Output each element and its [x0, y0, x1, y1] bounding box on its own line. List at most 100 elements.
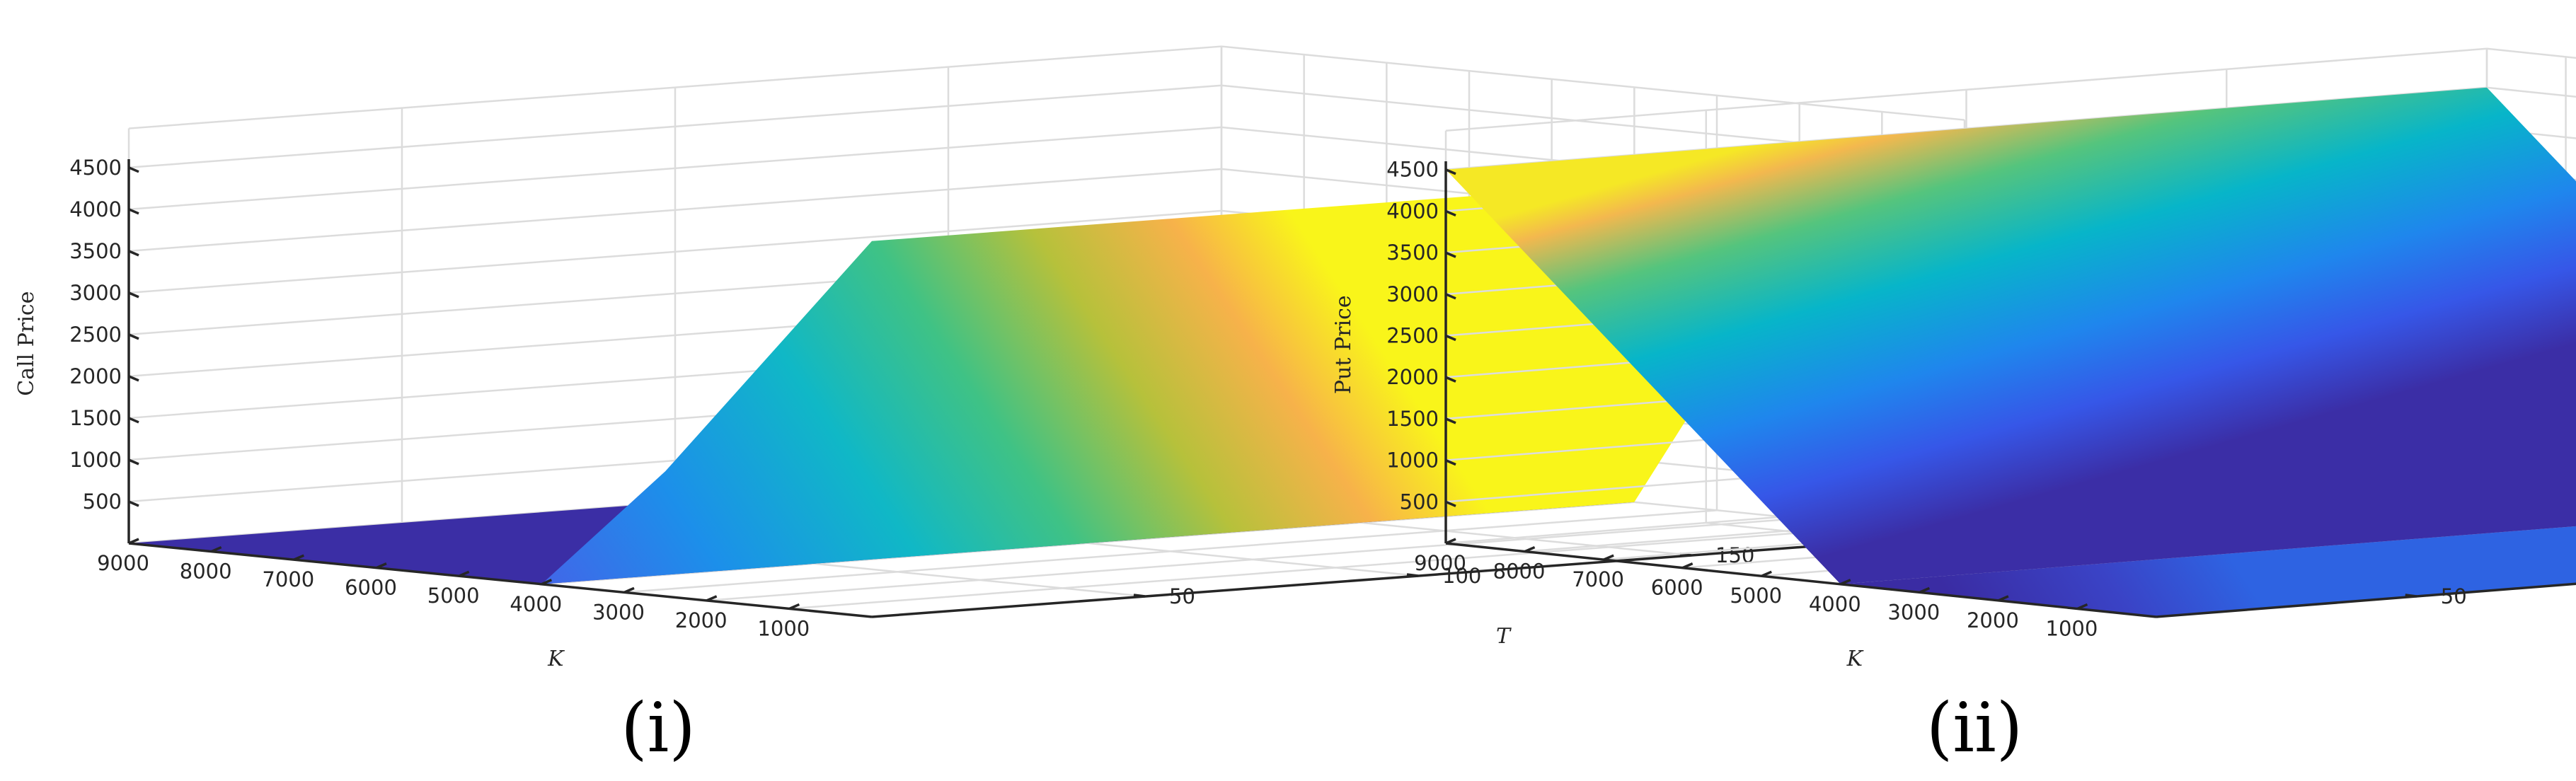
- grid-line: [128, 126, 1222, 211]
- price-surface: [1446, 87, 2576, 617]
- price-tick-label: 1500: [69, 406, 122, 430]
- k-tick-label: 2000: [675, 608, 728, 632]
- k-tick-label: 9000: [1414, 551, 1466, 575]
- price-tick: [1445, 251, 1456, 258]
- price-tick: [128, 500, 139, 507]
- price-tick: [1445, 334, 1456, 342]
- t-tick-label: 100: [1442, 564, 1481, 588]
- price-tick-label: 4500: [69, 156, 122, 180]
- k-axis-line: [1445, 542, 2157, 618]
- price-tick: [1445, 168, 1456, 175]
- price-tick-label: 2500: [1386, 324, 1439, 348]
- price-tick: [128, 333, 139, 340]
- k-tick-label: 9000: [97, 551, 149, 575]
- t-tick: [1406, 573, 1419, 577]
- k-tick-label: 1000: [757, 616, 810, 640]
- k-tick: [2076, 603, 2088, 611]
- grid-line: [1445, 47, 2488, 132]
- t-axis-line: [2156, 582, 2576, 618]
- t-axis-title: T: [1496, 624, 1512, 649]
- price-tick-label: 2000: [69, 364, 122, 388]
- price-axis-title: Put Price: [1331, 295, 1356, 394]
- k-tick-label: 3000: [592, 600, 645, 624]
- k-tick-label: 4000: [1809, 592, 1861, 616]
- k-tick: [706, 595, 718, 602]
- price-tick-label: 4500: [1386, 158, 1439, 182]
- price-tick-label: 3500: [69, 239, 122, 263]
- k-tick: [1603, 554, 1614, 561]
- axes: 9000 8000 7000 6000 5000 4000 3000 2000 1000 50 10…: [14, 156, 2028, 671]
- axes: 9000 8000 7000 6000 5000 4000 3000 2000 1000 50 10…: [1331, 158, 2576, 671]
- grid-line: [128, 45, 1222, 129]
- panel-caption: (ii): [1926, 688, 2023, 768]
- k-tick-label: 7000: [1572, 567, 1624, 591]
- surface-flat-region: [1840, 526, 2576, 617]
- t-tick: [1133, 594, 1146, 598]
- k-tick: [376, 562, 387, 569]
- price-tick-label: 500: [1400, 490, 1439, 514]
- k-tick: [1998, 595, 2009, 602]
- grid-line: [128, 209, 1222, 294]
- price-tick: [1445, 293, 1456, 300]
- k-tick: [1524, 545, 1536, 553]
- price-tick: [1445, 417, 1456, 424]
- price-tick: [1445, 459, 1456, 466]
- price-tick: [128, 250, 139, 257]
- t-tick: [2405, 594, 2417, 598]
- price-tick: [1445, 500, 1456, 507]
- price-axis-title: Call Price: [14, 291, 39, 396]
- k-tick-label: 7000: [262, 567, 314, 591]
- price-tick-label: 2000: [1386, 365, 1439, 389]
- t-tick-label: 50: [2441, 584, 2467, 608]
- price-tick: [128, 208, 139, 215]
- price-tick: [128, 375, 139, 382]
- k-tick-label: 2000: [1967, 608, 2019, 632]
- price-tick: [1445, 209, 1456, 217]
- k-tick: [623, 586, 635, 594]
- k-tick-label: 5000: [1730, 584, 1782, 608]
- panel-caption: (i): [621, 688, 696, 768]
- grid-line: [1221, 45, 1965, 121]
- k-tick-label: 6000: [345, 576, 397, 600]
- price-tick: [128, 291, 139, 299]
- k-tick-label: 5000: [427, 584, 480, 608]
- price-tick: [1445, 376, 1456, 383]
- price-tick: [128, 417, 139, 424]
- k-tick: [1681, 562, 1694, 569]
- k-tick-label: 4000: [510, 592, 562, 616]
- price-tick: [128, 458, 139, 465]
- k-tick-label: 6000: [1651, 576, 1703, 600]
- price-tick: [128, 166, 139, 173]
- k-axis-title: K: [1846, 647, 1864, 671]
- k-axis-title: K: [547, 647, 565, 671]
- k-tick: [1445, 538, 1456, 545]
- k-tick: [1840, 579, 1851, 586]
- k-tick: [1919, 586, 1931, 594]
- grid-line: [128, 168, 1222, 253]
- k-tick-label: 1000: [2046, 616, 2098, 640]
- k-axis-line: [128, 542, 873, 618]
- price-tick-label: 1000: [69, 448, 122, 472]
- price-tick-label: 3000: [69, 281, 122, 305]
- price-tick-label: 1000: [1386, 449, 1439, 473]
- k-tick: [541, 579, 553, 586]
- k-tick: [293, 554, 305, 561]
- k-tick: [210, 545, 222, 553]
- k-tick: [128, 538, 139, 545]
- surface-ramp: [1446, 87, 2576, 584]
- k-tick: [458, 570, 470, 577]
- price-tick-label: 3000: [1386, 282, 1439, 306]
- price-tick-label: 500: [83, 490, 122, 514]
- k-tick: [788, 603, 800, 611]
- k-tick-label: 3000: [1887, 600, 1940, 624]
- put-price-panel: 9000 8000 7000 6000 5000 4000 3000 2000 1000 50 10…: [1331, 47, 2576, 768]
- price-tick-label: 3500: [1386, 241, 1439, 265]
- k-tick-label: 8000: [180, 560, 232, 584]
- price-tick-label: 4000: [1386, 199, 1439, 223]
- t-tick-label: 50: [1169, 584, 1195, 608]
- price-tick-label: 2500: [69, 323, 122, 347]
- k-tick: [1761, 570, 1772, 577]
- k-tick-label: 8000: [1493, 560, 1546, 584]
- price-tick-label: 4000: [69, 197, 122, 221]
